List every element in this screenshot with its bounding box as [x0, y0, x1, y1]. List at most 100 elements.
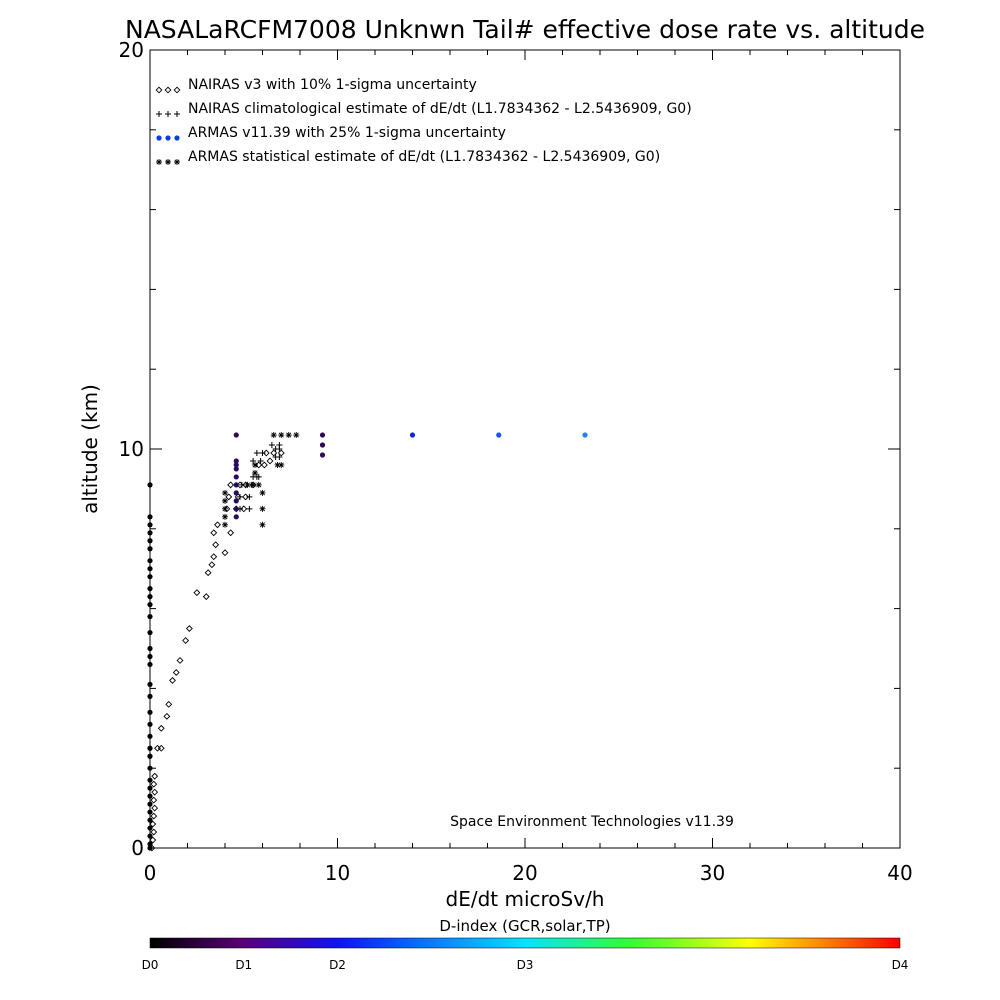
colorbar-label: D1: [235, 958, 252, 972]
data-point-diamond: [227, 481, 235, 489]
data-point-asterisk: [259, 489, 266, 496]
data-point-dot: [233, 506, 239, 512]
data-point-asterisk: [244, 481, 251, 488]
data-point-dot: [147, 745, 153, 751]
data-point-asterisk: [259, 521, 266, 528]
data-point-dot: [147, 546, 153, 552]
colorbar-labels: D0 D1 D2 D3 D4: [142, 958, 909, 972]
legend-marker: [156, 111, 162, 117]
data-point-dot: [233, 466, 239, 472]
data-point-diamond: [149, 836, 157, 844]
data-point-dot: [147, 661, 153, 668]
data-point-diamond: [150, 796, 158, 804]
series-asterisk: [222, 432, 300, 528]
data-point-asterisk: [278, 432, 285, 439]
legend-marker: [174, 135, 180, 141]
data-point-diamond: [262, 449, 270, 457]
axis-ticks: 0 10 20 30 40 0 10 20: [119, 38, 913, 885]
legend-label: NAIRAS climatological estimate of dE/dt …: [188, 101, 692, 117]
data-point-dot: [147, 721, 153, 727]
colorbar-label: D3: [517, 958, 534, 972]
legend-marker: [165, 135, 171, 141]
data-point-dot: [147, 777, 153, 783]
data-point-diamond: [150, 780, 158, 788]
data-point-asterisk: [222, 505, 228, 512]
data-point-plus: [253, 449, 260, 456]
legend-entry: ARMAS statistical estimate of dE/dt (L1.…: [156, 149, 660, 165]
data-point-plus: [246, 493, 253, 500]
data-point-diamond: [221, 549, 229, 557]
data-point-dot: [233, 514, 239, 520]
data-point-dot: [147, 765, 153, 771]
legend-entry: ARMAS v11.39 with 25% 1-sigma uncertaint…: [156, 125, 506, 141]
data-point-asterisk: [250, 481, 257, 488]
data-point-diamond: [176, 657, 184, 664]
data-point-asterisk: [222, 513, 228, 520]
data-point-dot: [147, 594, 153, 600]
data-point-asterisk: [222, 489, 228, 496]
data-point-asterisk: [259, 505, 266, 512]
data-point-dot: [147, 645, 153, 652]
legend-marker: [155, 86, 163, 94]
data-point-diamond: [202, 593, 210, 601]
data-point-plus: [255, 473, 262, 480]
data-point-dot: [233, 474, 239, 480]
data-point-dot: [582, 432, 588, 438]
data-point-dot: [233, 490, 239, 496]
legend-marker: [156, 159, 162, 165]
data-point-diamond: [157, 724, 165, 732]
data-point-plus: [259, 449, 266, 456]
data-point-dot: [147, 602, 153, 608]
data-point-diamond: [204, 569, 212, 577]
data-point-plus: [237, 493, 243, 500]
data-point-asterisk: [222, 497, 228, 504]
data-point-plus: [276, 453, 283, 460]
x-tick-label: 40: [887, 861, 912, 885]
data-point-plus: [257, 457, 264, 464]
data-marks: [147, 432, 588, 852]
data-point-dot: [147, 817, 153, 823]
data-point-asterisk: [252, 461, 258, 468]
data-point-dot: [319, 452, 326, 458]
data-point-dot: [147, 841, 153, 847]
colorbar-label: D2: [329, 958, 346, 972]
data-point-plus: [268, 442, 275, 449]
legend-marker: [164, 86, 172, 94]
data-point-diamond: [150, 828, 158, 836]
legend-marker: [165, 111, 171, 117]
data-point-diamond: [151, 804, 159, 812]
y-tick-label: 20: [119, 38, 144, 62]
data-point-dot: [233, 482, 239, 488]
data-point-dot: [147, 653, 153, 660]
legend-marker: [174, 159, 180, 165]
data-point-diamond: [225, 493, 233, 501]
data-point-plus: [238, 481, 245, 488]
data-point-diamond: [277, 449, 285, 457]
data-point-dot: [233, 432, 239, 438]
data-point-asterisk: [293, 432, 300, 439]
data-point-diamond: [172, 669, 180, 676]
data-point-asterisk: [255, 481, 262, 488]
data-point-asterisk: [274, 461, 281, 468]
data-point-diamond: [208, 561, 216, 569]
data-point-dot: [319, 442, 326, 448]
data-point-diamond: [212, 541, 220, 549]
y-axis-label: altitude (km): [78, 384, 102, 514]
data-point-diamond: [169, 676, 176, 684]
legend-marker: [156, 135, 162, 141]
data-point-dot: [147, 522, 153, 528]
legend-marker: [174, 111, 180, 117]
x-tick-label: 0: [144, 861, 157, 885]
legend-entry: NAIRAS v3 with 10% 1-sigma uncertainty: [155, 77, 477, 94]
data-point-dot: [147, 613, 153, 620]
data-point-diamond: [165, 700, 173, 708]
data-point-dot: [147, 785, 153, 791]
chart-title: NASALaRCFM7008 Unknwn Tail# effective do…: [125, 15, 925, 44]
data-point-diamond: [149, 820, 157, 828]
data-point-dot: [233, 462, 239, 468]
data-point-dot: [147, 586, 153, 592]
data-point-diamond: [210, 529, 218, 537]
data-point-dot: [147, 753, 153, 759]
data-point-diamond: [193, 589, 201, 597]
